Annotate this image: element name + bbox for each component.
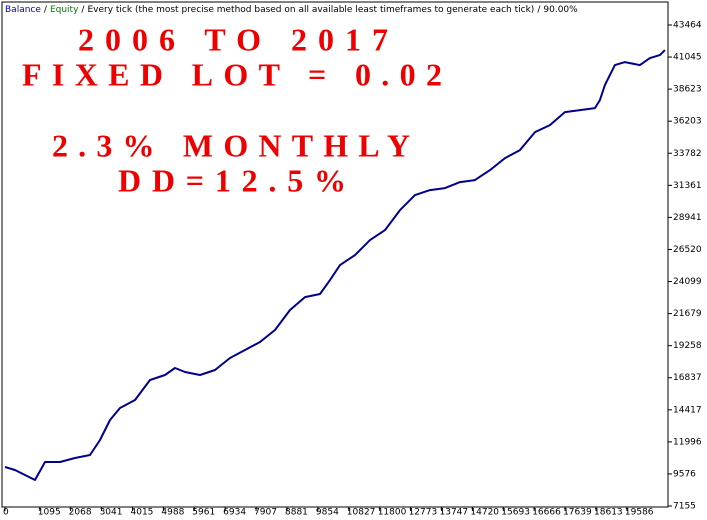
x-tick-label: 17639 [563, 508, 592, 518]
x-tick-label: 2068 [69, 508, 92, 518]
y-tick-label: 19258 [673, 341, 702, 351]
y-tick-label: 43464 [673, 20, 702, 30]
separator: / [81, 5, 85, 15]
y-tick-label: 28941 [673, 213, 702, 223]
y-tick-label: 41045 [673, 53, 702, 63]
plot-area [1, 1, 669, 508]
x-tick-label: 9854 [316, 508, 339, 518]
y-tick-label: 16837 [673, 373, 702, 383]
test-method: Every tick (the most precise method base… [87, 5, 534, 15]
y-tick-label: 21679 [673, 309, 702, 319]
quality: 90.00% [543, 5, 578, 15]
x-tick-label: 1095 [38, 508, 61, 518]
x-tick-label: 15693 [501, 508, 530, 518]
y-tick-label: 9576 [673, 469, 696, 479]
y-tick-label: 36203 [673, 117, 702, 127]
x-tick-label: 5961 [192, 508, 215, 518]
y-tick-label: 31361 [673, 181, 702, 191]
x-tick-label: 7907 [254, 508, 277, 518]
x-tick-label: 3041 [100, 508, 123, 518]
x-tick-label: 12773 [409, 508, 438, 518]
x-tick-label: 0 [3, 508, 9, 518]
y-tick-label: 14417 [673, 405, 702, 415]
separator: / [44, 5, 48, 15]
y-tick-label: 7155 [673, 502, 696, 512]
y-tick-label: 26520 [673, 245, 702, 255]
legend-item: Balance [5, 5, 41, 15]
x-tick-label: 14720 [470, 508, 499, 518]
x-tick-label: 16666 [532, 508, 561, 518]
x-tick-label: 18613 [594, 508, 623, 518]
balance-line [4, 49, 666, 481]
x-tick-label: 4988 [161, 508, 184, 518]
header: Balance / Equity / Every tick (the most prec… [5, 5, 578, 15]
x-tick-label: 19586 [625, 508, 654, 518]
x-tick-label: 6934 [223, 508, 246, 518]
x-tick-label: 8881 [285, 508, 308, 518]
x-tick-label: 11800 [378, 508, 407, 518]
x-tick-label: 10827 [347, 508, 376, 518]
y-tick-label: 38623 [673, 85, 702, 95]
x-tick-label: 4015 [131, 508, 154, 518]
y-tick-label: 11996 [673, 437, 702, 447]
legend-item: Equity [50, 5, 79, 15]
y-tick-label: 33782 [673, 149, 702, 159]
x-tick-label: 13747 [440, 508, 469, 518]
separator: / [537, 5, 541, 15]
y-tick-label: 24099 [673, 277, 702, 287]
